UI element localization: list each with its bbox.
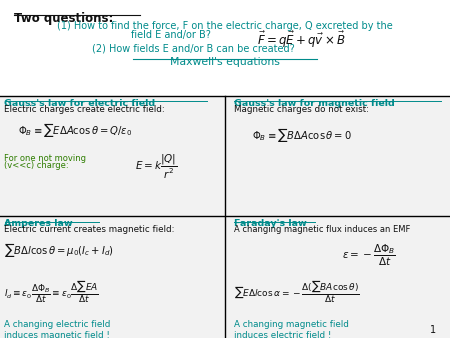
Bar <box>0 0 450 96</box>
Bar <box>225 216 450 338</box>
Text: $\varepsilon = -\dfrac{\Delta\Phi_B}{\Delta t}$: $\varepsilon = -\dfrac{\Delta\Phi_B}{\De… <box>342 243 396 268</box>
Text: field E and/or B?: field E and/or B? <box>131 30 211 41</box>
Text: $\vec{F} = q\vec{E} + q\vec{v} \times \vec{B}$: $\vec{F} = q\vec{E} + q\vec{v} \times \v… <box>257 30 346 50</box>
Bar <box>0 96 225 216</box>
Text: A changing magnetic field
induces electric field !: A changing magnetic field induces electr… <box>234 320 349 338</box>
Text: Two questions:: Two questions: <box>14 12 113 25</box>
Text: 1: 1 <box>430 324 436 335</box>
Bar <box>225 96 450 216</box>
Text: (1) How to find the force, F on the electric charge, Q excreted by the: (1) How to find the force, F on the elec… <box>57 21 393 31</box>
Text: $\Phi_B \equiv \sum B\Delta A\cos\theta = 0$: $\Phi_B \equiv \sum B\Delta A\cos\theta … <box>252 126 352 144</box>
Text: Electric charges create electric field:: Electric charges create electric field: <box>4 105 165 114</box>
Text: A changing magnetic flux induces an EMF: A changing magnetic flux induces an EMF <box>234 225 410 234</box>
Text: Electric current creates magnetic field:: Electric current creates magnetic field: <box>4 225 175 234</box>
Text: Magnetic charges do not exist:: Magnetic charges do not exist: <box>234 105 369 114</box>
Text: (2) How fields E and/or B can be created?: (2) How fields E and/or B can be created… <box>92 44 295 54</box>
Text: Amperes law: Amperes law <box>4 219 73 228</box>
Text: (v<<c) charge:: (v<<c) charge: <box>4 161 69 170</box>
Text: Gauss's law for magnetic field: Gauss's law for magnetic field <box>234 99 395 108</box>
Text: Faraday's law: Faraday's law <box>234 219 307 228</box>
Text: For one not moving: For one not moving <box>4 154 86 164</box>
Text: $E = k\dfrac{|Q|}{r^2}$: $E = k\dfrac{|Q|}{r^2}$ <box>135 153 177 181</box>
Text: $\Phi_B \equiv \sum E\Delta A\cos\theta = Q/\varepsilon_0$: $\Phi_B \equiv \sum E\Delta A\cos\theta … <box>18 121 132 139</box>
Text: A changing electric field
induces magnetic field !: A changing electric field induces magnet… <box>4 320 111 338</box>
Text: $\sum B\Delta l\cos\theta = \mu_0(I_c + I_d)$: $\sum B\Delta l\cos\theta = \mu_0(I_c + … <box>4 241 114 259</box>
Text: $\sum E\Delta l\cos\alpha = -\dfrac{\Delta(\sum BA\cos\theta)}{\Delta t}$: $\sum E\Delta l\cos\alpha = -\dfrac{\Del… <box>234 278 360 305</box>
Text: Gauss's law for electric field: Gauss's law for electric field <box>4 99 156 108</box>
Text: Maxwell's equations: Maxwell's equations <box>170 57 280 67</box>
Bar <box>0 216 225 338</box>
Text: $I_d \equiv \varepsilon_0\dfrac{\Delta\Phi_B}{\Delta t} \equiv \varepsilon_0\dfr: $I_d \equiv \varepsilon_0\dfrac{\Delta\P… <box>4 278 99 305</box>
